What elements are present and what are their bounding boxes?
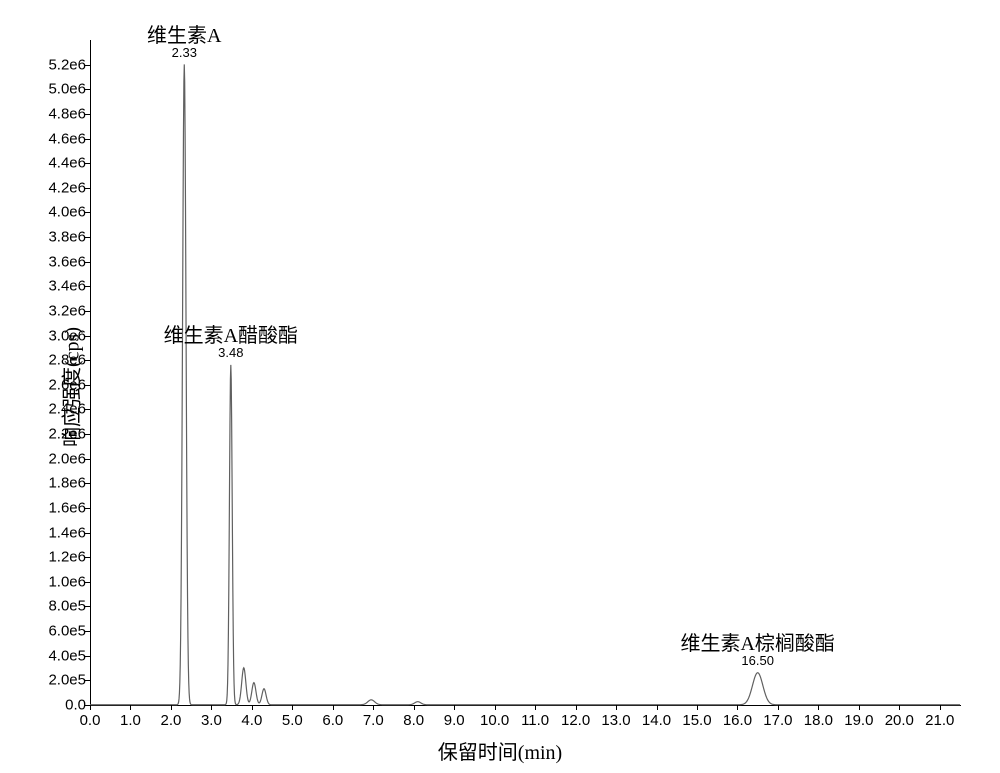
peak-name-label: 维生素A [147, 19, 221, 48]
x-tick [616, 705, 617, 710]
x-tick [697, 705, 698, 710]
x-tick-label: 15.0 [682, 712, 711, 729]
y-tick-label: 1.2e6 [26, 549, 86, 566]
y-tick-label: 2.0e5 [26, 672, 86, 689]
chromatogram-chart: 响应强度(cps) 保留时间(min) 269.2/92.9 0.02.0e54… [0, 0, 1000, 773]
x-tick [940, 705, 941, 710]
x-axis-label: 保留时间(min) [438, 736, 562, 765]
y-tick-label: 1.6e6 [26, 499, 86, 516]
x-tick [899, 705, 900, 710]
y-tick-label: 3.2e6 [26, 302, 86, 319]
x-tick [778, 705, 779, 710]
x-tick-label: 2.0 [160, 712, 181, 729]
y-tick-label: 6.0e5 [26, 623, 86, 640]
y-tick-label: 2.2e6 [26, 426, 86, 443]
x-tick-label: 13.0 [601, 712, 630, 729]
x-tick [211, 705, 212, 710]
x-tick [130, 705, 131, 710]
y-tick-label: 4.8e6 [26, 105, 86, 122]
y-tick-label: 3.8e6 [26, 229, 86, 246]
x-tick [737, 705, 738, 710]
x-tick [171, 705, 172, 710]
y-tick-label: 1.0e6 [26, 573, 86, 590]
y-tick-label: 3.0e6 [26, 327, 86, 344]
y-tick-label: 5.2e6 [26, 56, 86, 73]
x-tick [90, 705, 91, 710]
y-tick-label: 4.0e5 [26, 647, 86, 664]
chromatogram-trace [90, 40, 960, 705]
x-tick [818, 705, 819, 710]
x-tick-label: 20.0 [885, 712, 914, 729]
x-tick-label: 4.0 [241, 712, 262, 729]
y-tick-label: 1.4e6 [26, 524, 86, 541]
x-tick-label: 14.0 [642, 712, 671, 729]
peak-name-label: 维生素A棕榈酸酯 [680, 627, 834, 656]
x-tick [859, 705, 860, 710]
x-tick-label: 16.0 [723, 712, 752, 729]
y-tick-label: 2.6e6 [26, 376, 86, 393]
y-tick-label: 4.0e6 [26, 204, 86, 221]
x-tick-label: 1.0 [120, 712, 141, 729]
x-tick-label: 11.0 [521, 712, 549, 729]
y-tick-label: 1.8e6 [26, 475, 86, 492]
y-tick-label: 3.4e6 [26, 278, 86, 295]
y-tick-label: 2.8e6 [26, 352, 86, 369]
x-tick-label: 6.0 [322, 712, 343, 729]
x-tick [495, 705, 496, 710]
y-tick-label: 4.6e6 [26, 130, 86, 147]
x-tick-label: 5.0 [282, 712, 303, 729]
x-tick [576, 705, 577, 710]
x-tick-label: 7.0 [363, 712, 384, 729]
y-tick-label: 4.4e6 [26, 155, 86, 172]
x-tick [292, 705, 293, 710]
x-tick-label: 3.0 [201, 712, 222, 729]
x-tick-label: 12.0 [561, 712, 590, 729]
x-tick [657, 705, 658, 710]
x-tick-label: 18.0 [804, 712, 833, 729]
x-tick [454, 705, 455, 710]
y-tick-label: 4.2e6 [26, 179, 86, 196]
y-tick-label: 0.0 [26, 697, 86, 714]
y-tick-label: 3.6e6 [26, 253, 86, 270]
x-tick-label: 10.0 [480, 712, 509, 729]
y-tick-label: 2.4e6 [26, 401, 86, 418]
peak-name-label: 维生素A醋酸酯 [164, 319, 298, 348]
y-tick-label: 2.0e6 [26, 450, 86, 467]
x-tick-label: 9.0 [444, 712, 465, 729]
x-tick-label: 21.0 [925, 712, 954, 729]
peak-rt-label: 3.48 [218, 345, 243, 360]
x-tick [373, 705, 374, 710]
y-tick-label: 5.0e6 [26, 81, 86, 98]
x-tick [414, 705, 415, 710]
y-tick-label: 8.0e5 [26, 598, 86, 615]
peak-rt-label: 2.33 [172, 45, 197, 60]
x-tick-label: 17.0 [763, 712, 792, 729]
peak-rt-label: 16.50 [741, 653, 774, 668]
x-tick-label: 8.0 [403, 712, 424, 729]
x-tick [333, 705, 334, 710]
x-tick [535, 705, 536, 710]
x-tick-label: 19.0 [844, 712, 873, 729]
x-tick [252, 705, 253, 710]
x-tick-label: 0.0 [80, 712, 101, 729]
